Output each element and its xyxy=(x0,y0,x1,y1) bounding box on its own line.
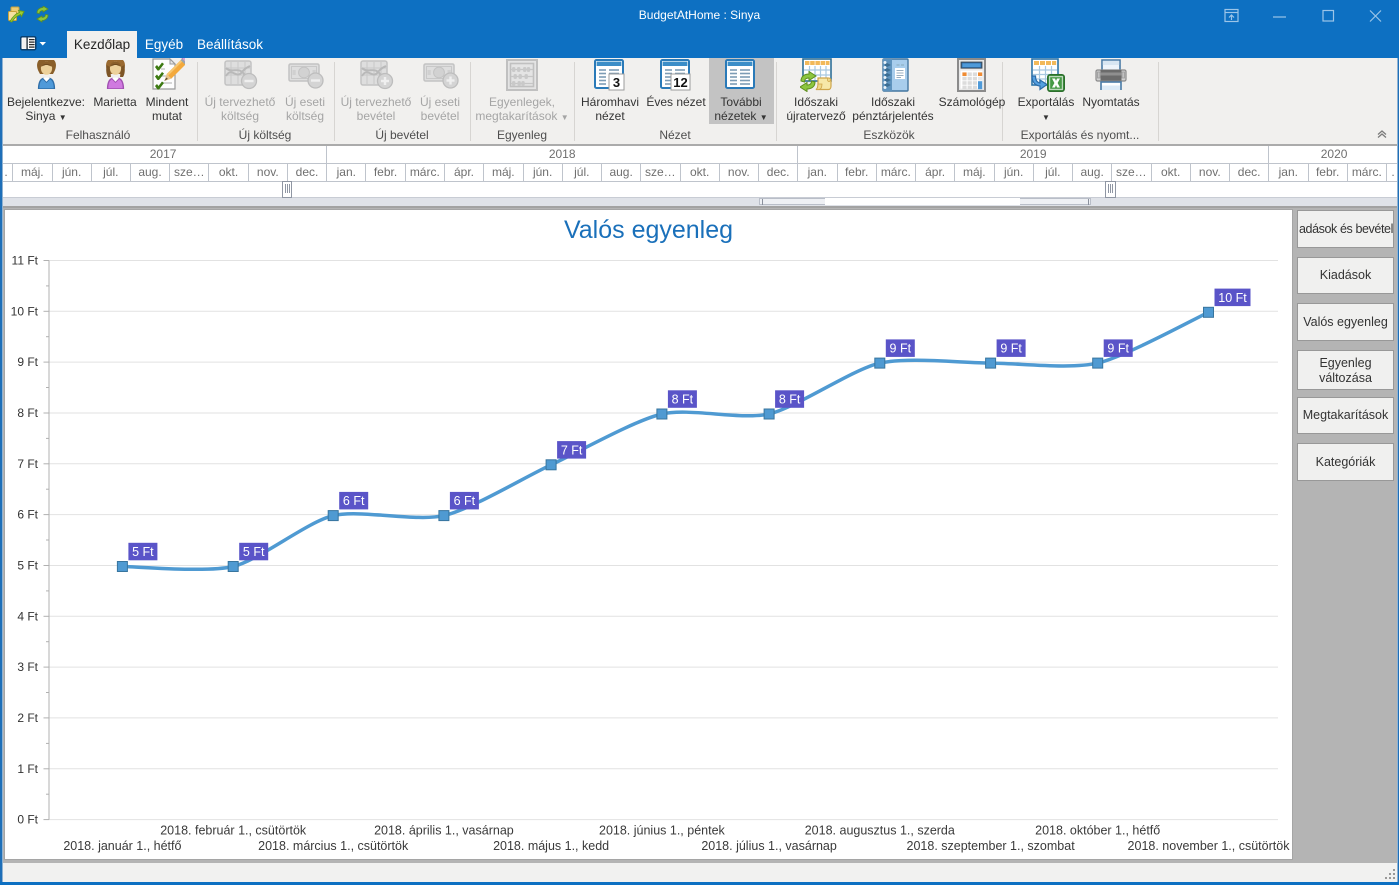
svg-text:3: 3 xyxy=(613,75,620,90)
svg-text:2018. november 1., csütörtök: 2018. november 1., csütörtök xyxy=(1128,839,1291,853)
svg-text:5 Ft: 5 Ft xyxy=(132,545,154,559)
svg-text:11 Ft: 11 Ft xyxy=(12,254,39,268)
svg-text:9 Ft: 9 Ft xyxy=(890,342,912,356)
svg-text:8 Ft: 8 Ft xyxy=(672,393,694,407)
svg-text:2018. július 1., vasárnap: 2018. július 1., vasárnap xyxy=(701,839,837,853)
svg-text:5 Ft: 5 Ft xyxy=(243,545,265,559)
svg-text:9 Ft: 9 Ft xyxy=(17,355,38,369)
svg-text:12: 12 xyxy=(673,75,687,90)
svg-text:0 Ft: 0 Ft xyxy=(17,813,38,827)
svg-text:2018. március 1., csütörtök: 2018. március 1., csütörtök xyxy=(258,839,409,853)
svg-text:9 Ft: 9 Ft xyxy=(1107,342,1129,356)
svg-text:2 Ft: 2 Ft xyxy=(17,711,38,725)
svg-text:6 Ft: 6 Ft xyxy=(454,494,476,508)
svg-text:2018. augusztus 1., szerda: 2018. augusztus 1., szerda xyxy=(805,824,955,838)
svg-text:2018. április 1., vasárnap: 2018. április 1., vasárnap xyxy=(374,824,514,838)
svg-text:1 Ft: 1 Ft xyxy=(17,762,38,776)
svg-text:7 Ft: 7 Ft xyxy=(17,457,38,471)
svg-text:7 Ft: 7 Ft xyxy=(561,443,583,457)
svg-text:10 Ft: 10 Ft xyxy=(11,304,39,318)
svg-text:6 Ft: 6 Ft xyxy=(343,494,365,508)
svg-text:4 Ft: 4 Ft xyxy=(17,609,38,623)
svg-text:6 Ft: 6 Ft xyxy=(17,508,38,522)
svg-text:2018. június 1., péntek: 2018. június 1., péntek xyxy=(599,824,726,838)
svg-text:2018. október 1., hétfő: 2018. október 1., hétfő xyxy=(1035,824,1160,838)
svg-text:8 Ft: 8 Ft xyxy=(17,406,38,420)
svg-text:8 Ft: 8 Ft xyxy=(779,393,801,407)
svg-text:3 Ft: 3 Ft xyxy=(17,660,38,674)
svg-text:2018. január 1., hétfő: 2018. január 1., hétfő xyxy=(63,839,181,853)
svg-text:2018. május 1., kedd: 2018. május 1., kedd xyxy=(493,839,609,853)
svg-text:2018. szeptember 1., szombat: 2018. szeptember 1., szombat xyxy=(907,839,1076,853)
svg-text:2018. február 1., csütörtök: 2018. február 1., csütörtök xyxy=(160,824,307,838)
svg-text:10 Ft: 10 Ft xyxy=(1218,291,1247,305)
svg-text:9 Ft: 9 Ft xyxy=(1000,342,1022,356)
svg-text:5 Ft: 5 Ft xyxy=(17,559,38,573)
